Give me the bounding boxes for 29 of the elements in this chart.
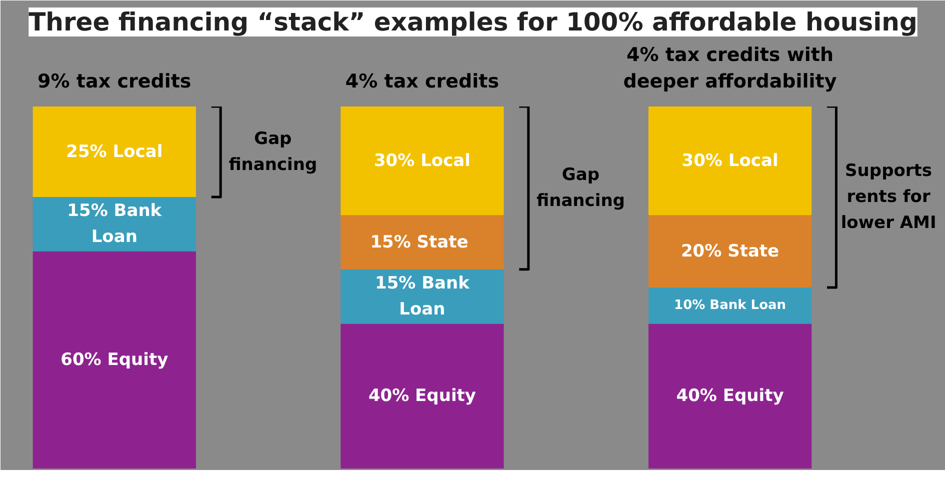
x-tick-label: 4% tax credits with deeper affordability [623,44,838,92]
data-label: 15% Bank Loan [67,201,162,248]
bar [32,251,196,468]
annotation: Gap financing [536,164,625,211]
bar [340,215,504,270]
bar [648,106,812,216]
data-label: 40% Equity [676,386,784,406]
bar [648,215,812,288]
data-label: 10% Bank Loan [674,298,786,314]
data-label: 20% State [680,241,780,262]
data-label: 30% Local [374,150,470,171]
data-label: 15% Bank Loan [374,274,470,320]
bar [340,106,504,216]
annotation: Gap financing [228,128,318,175]
data-label: 15% State [370,232,468,252]
annotation: Supports rents for lower AMI [840,161,936,233]
chart-title: Three financing “stack” examples for 100% affordable housing [28,8,918,36]
bar [32,197,196,252]
bar [340,269,504,324]
bar [32,106,196,197]
data-label: 30% Local [682,150,778,171]
bar [648,288,812,324]
data-label: 40% Equity [368,386,476,406]
x-tick-label: 9% tax credits [38,70,192,92]
data-label: 60% Equity [60,350,168,370]
x-tick-label: 4% tax credits [345,70,500,92]
bar [648,324,812,468]
data-label: 25% Local [66,142,163,162]
bar [340,324,504,468]
